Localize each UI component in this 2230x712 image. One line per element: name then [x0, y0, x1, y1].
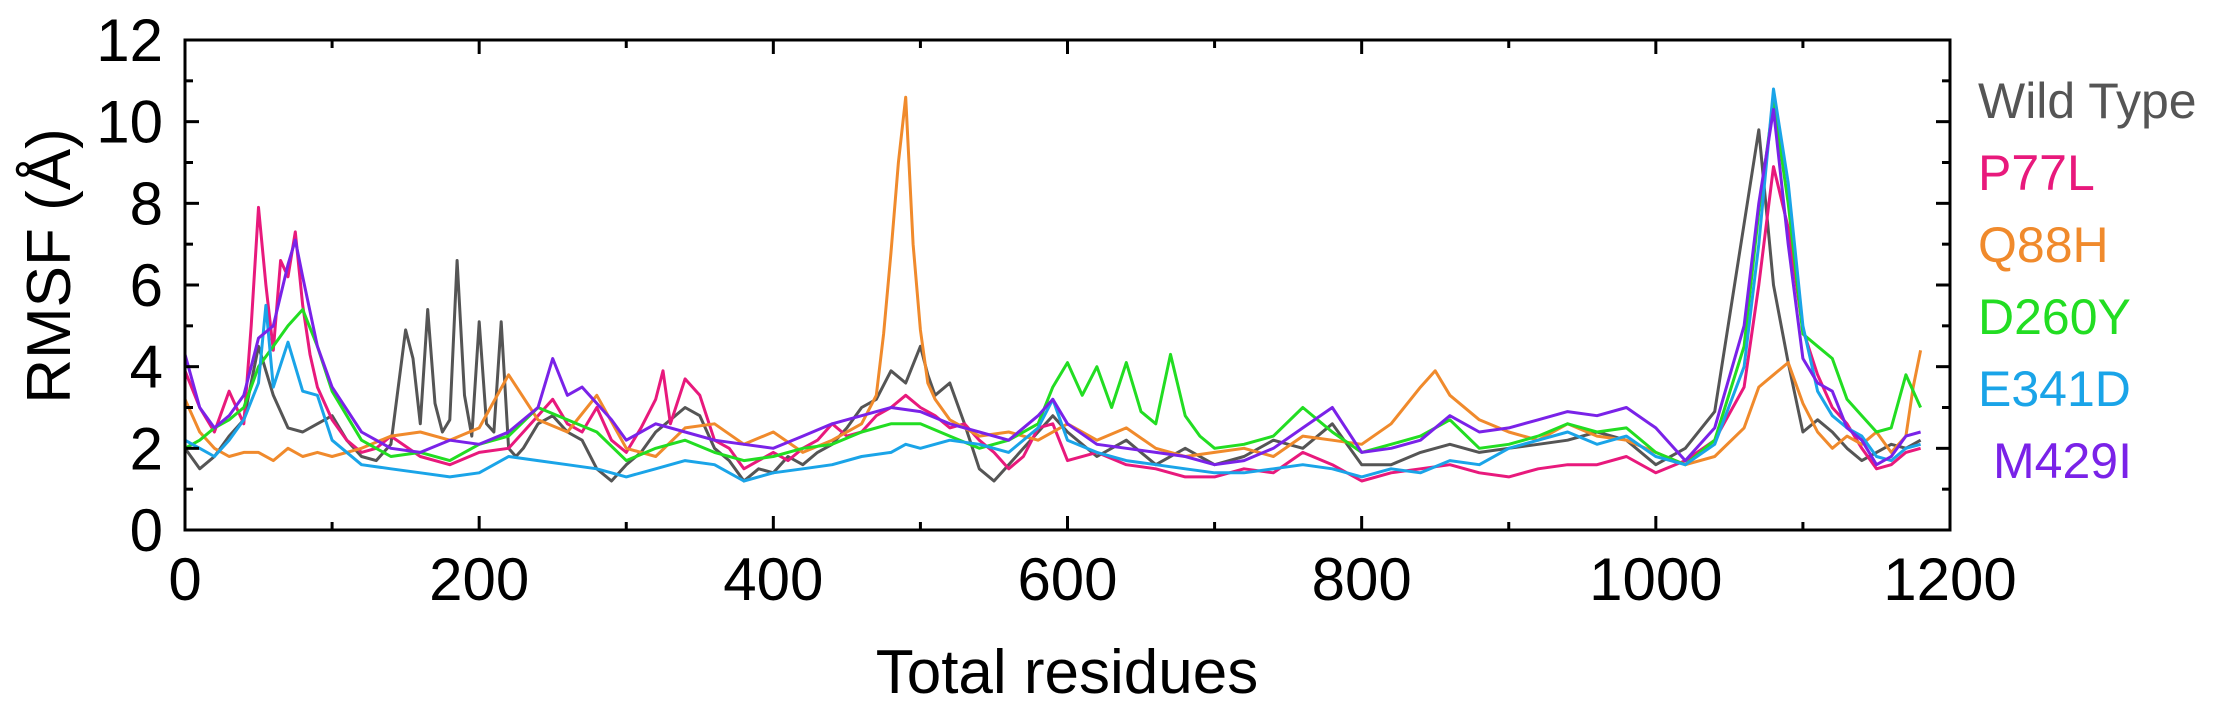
legend-entry-3: Q88H — [1978, 217, 2109, 273]
series-line-5 — [184, 87, 1921, 483]
series-layer — [183, 87, 1923, 483]
y-tick-label: 10 — [96, 89, 163, 156]
x-axis-title: Total residues — [876, 638, 1259, 707]
legend: Wild Type P77L Q88H D260Y E341D M429I — [1978, 73, 2197, 489]
ticks-layer — [183, 38, 1952, 532]
legend-entry-1: Wild Type — [1978, 73, 2197, 129]
legend-entry-4: D260Y — [1978, 289, 2131, 345]
x-tick-label: 800 — [1312, 546, 1412, 613]
series-line-2 — [183, 165, 1922, 483]
y-tick-label: 12 — [96, 7, 163, 74]
x-tick-label: 400 — [723, 546, 823, 613]
legend-entry-2: P77L — [1978, 145, 2095, 201]
plot-frame — [183, 38, 1952, 532]
x-tick-label: 1200 — [1883, 546, 2016, 613]
legend-entry-6: M429I — [1993, 433, 2132, 489]
series-line-4 — [184, 99, 1922, 467]
series-line-1 — [183, 128, 1922, 483]
y-tick-label: 0 — [130, 497, 163, 564]
x-tick-label: 200 — [429, 546, 529, 613]
x-tick-label: 1000 — [1589, 546, 1722, 613]
legend-entry-5: E341D — [1978, 361, 2131, 417]
y-tick-label: 2 — [130, 415, 163, 482]
series-line-6 — [183, 107, 1922, 467]
y-tick-label: 8 — [130, 170, 163, 237]
x-tick-label: 600 — [1017, 546, 1117, 613]
x-tick-label: 0 — [168, 546, 201, 613]
y-tick-label: 4 — [130, 334, 163, 401]
y-axis-title: RMSF (Å) — [15, 128, 84, 404]
series-line-3 — [183, 95, 1923, 467]
y-tick-label: 6 — [130, 252, 163, 319]
